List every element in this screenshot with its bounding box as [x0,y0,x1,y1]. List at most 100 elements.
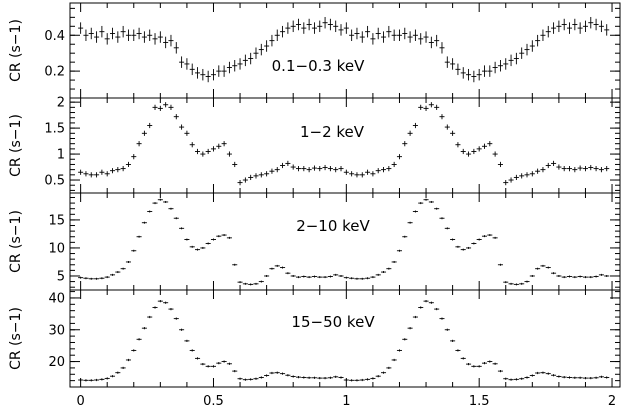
data-point [131,249,137,252]
data-point [285,272,291,275]
data-point [593,376,599,379]
data-point [460,357,466,360]
data-point [561,166,567,172]
x-tick-label: 1 [342,394,350,409]
data-point [508,378,514,381]
data-point [317,276,323,279]
data-point [226,61,232,74]
data-point [168,307,174,311]
data-point [588,276,594,279]
data-point [232,369,238,373]
data-point [157,105,163,111]
data-point [200,246,206,249]
data-point [306,276,312,279]
panels: 0.2 0.4 CR (s−1) 0.1−0.3 keV 0.5 1 1.5 2 CR (s−1… [8,2,621,388]
data-point [141,130,147,136]
data-point [258,280,264,283]
data-point [582,376,588,380]
data-point [471,70,477,83]
data-point [354,27,360,40]
data-point [439,114,445,120]
data-point [396,349,402,352]
data-point [604,376,610,379]
data-point [476,68,482,81]
panel-frame [69,97,621,194]
data-point [450,130,456,136]
data-point [540,371,546,374]
data-point [572,18,578,31]
data-point [168,34,174,47]
y-axis-label: CR (s−1) [8,210,24,273]
data-point [604,24,610,36]
data-point [450,238,456,241]
data-point [423,300,429,303]
data-point [375,27,381,40]
data-point [189,142,195,148]
data-point [386,267,392,270]
data-point [365,378,371,381]
data-point [556,164,562,170]
data-point [386,166,392,172]
data-point [269,267,275,270]
data-point [338,274,344,277]
data-point [513,378,519,381]
data-point [322,376,328,380]
data-point [280,25,286,38]
data-point [370,377,376,380]
data-point [444,227,450,230]
data-point [216,65,222,77]
data-point [152,33,158,45]
data-point [253,173,259,179]
data-point [94,378,100,382]
data-point [226,362,232,365]
data-point [109,27,116,40]
data-point [508,54,514,67]
data-point [572,167,578,173]
data-point [466,68,472,81]
data-point [434,104,440,110]
data-point [290,164,296,170]
data-point [412,210,418,213]
data-point [221,234,227,237]
data-point [338,24,344,36]
y-tick-label: 0.2 [44,65,65,80]
data-point [200,68,206,81]
data-point [604,166,610,172]
data-point [423,105,429,111]
data-point [205,70,211,83]
data-point [226,236,232,239]
data-point [157,31,163,43]
y-tick-label: 5 [57,269,65,284]
data-point [99,277,105,280]
data-point [503,281,509,284]
data-point [487,360,493,363]
data-point [349,171,355,177]
data-point [460,148,466,155]
data-point [513,283,519,286]
data-point [588,376,594,380]
data-point [184,58,190,70]
data-point [381,371,387,374]
data-point [365,169,371,175]
data-point [466,362,472,366]
data-point [492,61,498,74]
data-point [78,378,84,382]
data-point [545,266,551,269]
data-point [519,377,525,380]
data-point [290,375,296,378]
data-point [195,357,201,360]
data-point [402,141,408,147]
data-point [529,171,535,177]
data-point [274,29,280,41]
data-point [152,306,158,309]
data-point [471,148,477,155]
data-point [588,164,594,171]
data-point [264,171,270,177]
data-point [450,339,456,342]
y-tick-label: 2 [57,96,65,111]
data-point [407,221,413,224]
data-point [503,58,509,70]
panel-frame [69,192,621,291]
data-point [428,102,434,108]
